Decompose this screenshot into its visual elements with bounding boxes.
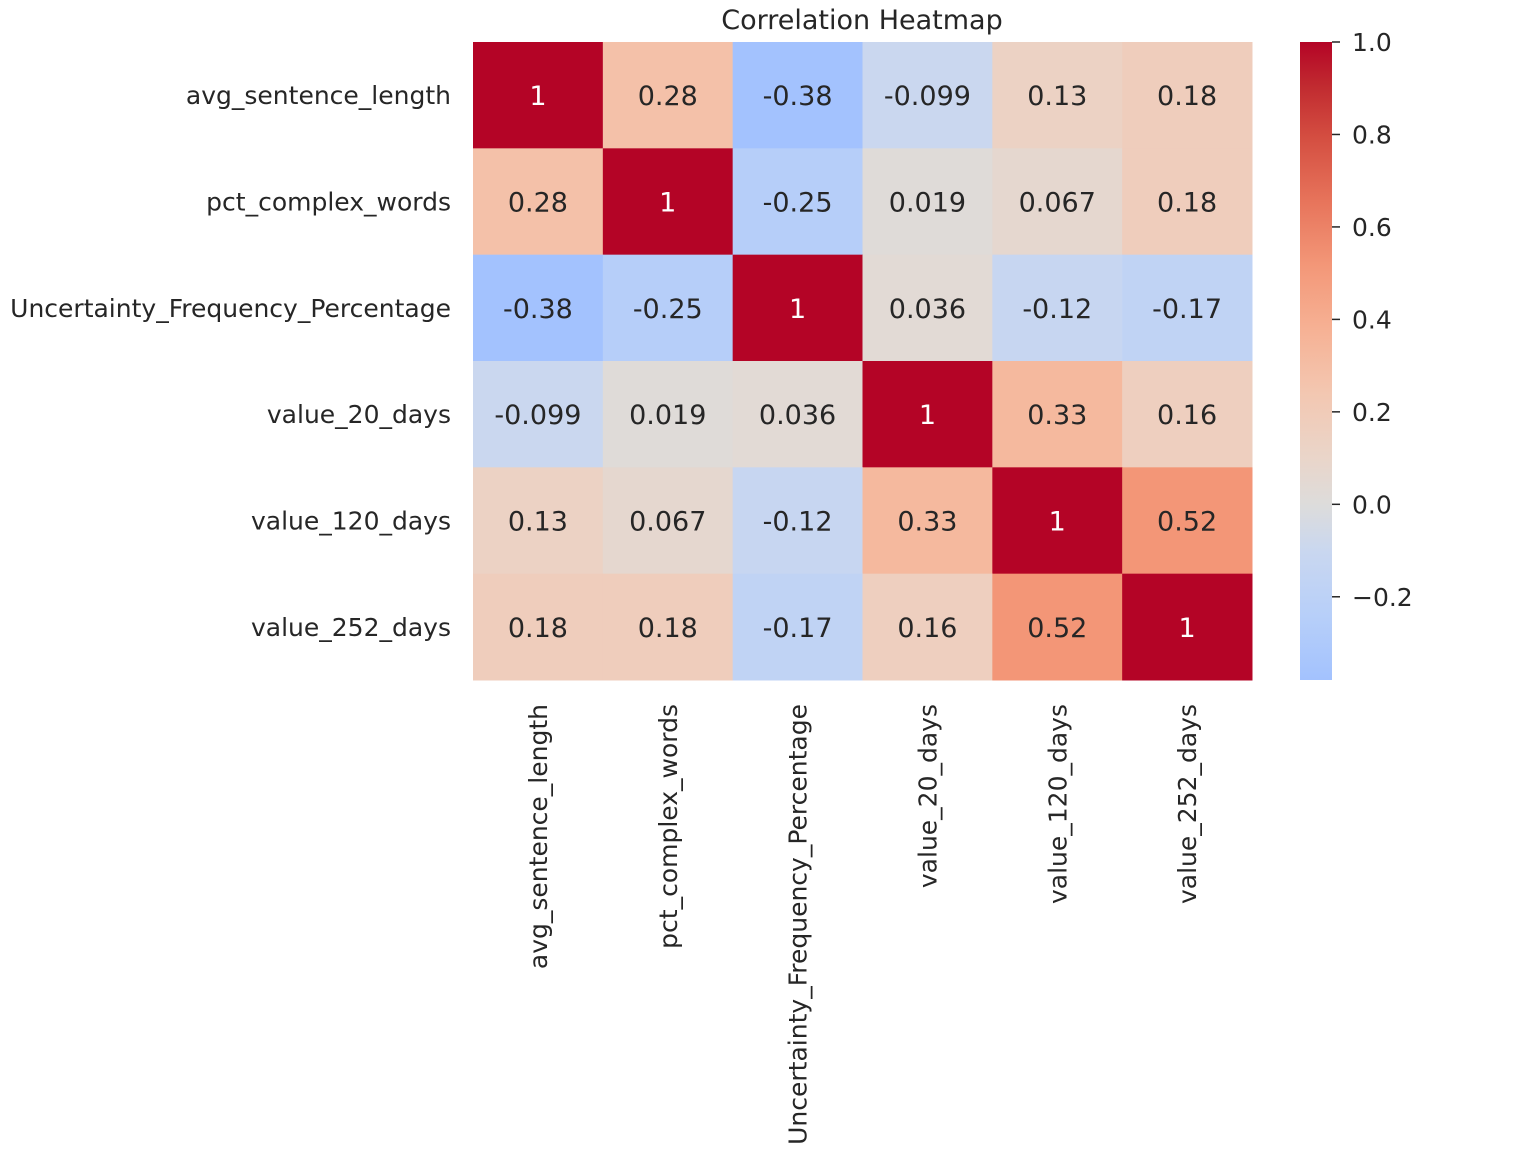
cell-value: 0.067 (1019, 188, 1096, 219)
heatmap-cell (473, 573, 604, 681)
colorbar-tick-label: 0.4 (1352, 305, 1392, 334)
heatmap-cell (992, 361, 1123, 468)
heatmap-cell (862, 573, 993, 681)
row-label: value_20_days (267, 400, 451, 429)
cell-value: -0.12 (763, 507, 833, 538)
heatmap-cell (602, 467, 734, 575)
cell-value: -0.17 (1152, 294, 1222, 325)
cell-value: 0.019 (889, 188, 966, 219)
heatmap-cell (473, 42, 604, 149)
cell-value: 0.13 (508, 507, 568, 538)
heatmap-cell (473, 148, 604, 256)
cell-value: 0.33 (897, 507, 957, 538)
cell-value: 1 (529, 81, 546, 112)
heatmap-cell (992, 467, 1123, 575)
column-label: Uncertainty_Frequency_Percentage (784, 704, 813, 1145)
colorbar-tick-label: 1.0 (1352, 28, 1392, 57)
heatmap-cell (732, 148, 863, 256)
heatmap-cell (473, 254, 604, 362)
cell-value: 0.28 (638, 81, 698, 112)
colorbar-tick-label: 0.6 (1352, 213, 1392, 242)
cell-value: 1 (1178, 613, 1195, 644)
cell-value: 1 (789, 294, 806, 325)
cell-value: 1 (919, 400, 936, 431)
cell-value: 0.33 (1027, 400, 1087, 431)
cell-value: -0.12 (1022, 294, 1092, 325)
heatmap-cell (602, 254, 734, 362)
heatmap-cell (862, 148, 993, 256)
cell-value: 1 (659, 188, 676, 219)
heatmap-cell (1122, 361, 1253, 468)
cell-value: 1 (1049, 507, 1066, 538)
colorbar-tick-label: 0.0 (1352, 490, 1392, 519)
cell-value: -0.17 (763, 613, 833, 644)
heatmap-cell (1122, 467, 1253, 575)
cell-value: -0.25 (633, 294, 703, 325)
cell-value: 0.16 (1157, 400, 1217, 431)
heatmap-cell (862, 42, 993, 149)
cell-value: 0.067 (629, 507, 706, 538)
cell-value: 0.16 (897, 613, 957, 644)
heatmap-cell (473, 361, 604, 468)
cell-value: -0.38 (763, 81, 833, 112)
row-label: value_120_days (251, 507, 451, 536)
heatmap-cell (473, 467, 604, 575)
colorbar-tick-label: 0.2 (1352, 398, 1392, 427)
heatmap-cell (732, 42, 863, 149)
column-label: pct_complex_words (654, 704, 683, 949)
heatmap-cell (862, 254, 993, 362)
cell-value: 0.18 (1157, 81, 1217, 112)
heatmap-cell (992, 254, 1123, 362)
heatmap-cell (862, 361, 993, 468)
heatmap-cell (732, 361, 863, 468)
row-labels: avg_sentence_length pct_complex_words Unce… (10, 81, 451, 642)
column-labels: avg_sentence_length pct_complex_words Unce… (524, 704, 1202, 1145)
column-label: value_120_days (1043, 704, 1072, 904)
heatmap-cell (992, 573, 1123, 681)
cell-value: 0.52 (1027, 613, 1087, 644)
heatmap-cell (992, 42, 1123, 149)
column-label: value_20_days (913, 704, 942, 888)
row-label: pct_complex_words (206, 188, 451, 217)
cell-value: 0.036 (759, 400, 836, 431)
heatmap-cell (602, 42, 734, 149)
heatmap-cell (602, 148, 734, 256)
column-label: avg_sentence_length (524, 704, 553, 969)
cell-value: 0.18 (1157, 188, 1217, 219)
heatmap-cell (732, 573, 863, 681)
row-label: value_252_days (251, 613, 451, 642)
colorbar-tick-label: 0.8 (1352, 120, 1392, 149)
chart-title: Correlation Heatmap (721, 5, 1003, 36)
cell-value: 0.18 (638, 613, 698, 644)
cell-value: 0.13 (1027, 81, 1087, 112)
row-label: Uncertainty_Frequency_Percentage (10, 294, 451, 323)
colorbar-tick-label: −0.2 (1352, 583, 1413, 612)
row-label: avg_sentence_length (186, 81, 451, 110)
cell-value: 0.18 (508, 613, 568, 644)
cell-value: -0.099 (884, 81, 971, 112)
heatmap-cell (1122, 42, 1253, 149)
heatmap-cell (602, 573, 734, 681)
cell-value: 0.036 (889, 294, 966, 325)
cell-value: 0.52 (1157, 507, 1217, 538)
cell-value: 0.019 (629, 400, 706, 431)
heatmap-cell (732, 467, 863, 575)
heatmap-cell (732, 254, 863, 362)
cell-value: -0.099 (494, 400, 581, 431)
heatmap-cell (602, 361, 734, 468)
heatmap-cell (992, 148, 1123, 256)
heatmap-cell (1122, 148, 1253, 256)
column-label: value_252_days (1173, 704, 1202, 904)
cell-value: -0.38 (503, 294, 573, 325)
heatmap-cell (1122, 573, 1253, 681)
cell-value: 0.28 (508, 188, 568, 219)
heatmap-cell (862, 467, 993, 575)
heatmap-cell (1122, 254, 1253, 362)
colorbar (1300, 42, 1332, 680)
heatmap-cells (473, 42, 1253, 681)
colorbar-ticks: 1.0 0.8 0.6 0.4 0.2 0.0 −0.2 (1332, 28, 1413, 612)
cell-annotations: 1 0.28 -0.38 -0.099 0.13 0.18 0.28 1 -0.25 0.019 0… (494, 81, 1222, 644)
cell-value: -0.25 (763, 188, 833, 219)
